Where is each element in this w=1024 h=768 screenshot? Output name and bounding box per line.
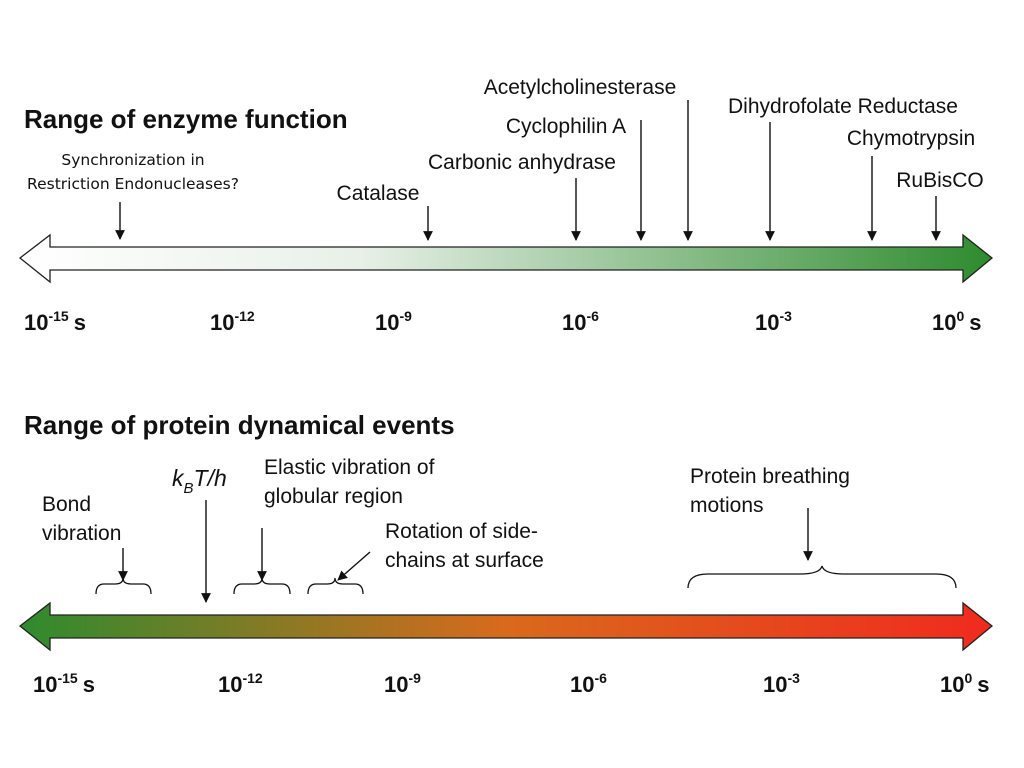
- marker-label-line: Catalase: [337, 182, 420, 205]
- tick-label: 10-3: [755, 308, 792, 335]
- tick-label: 10-15 s: [24, 308, 86, 335]
- marker-acetylcholinesterase: Acetylcholinesterase: [484, 76, 693, 241]
- enzyme-markers: Synchronization in Restriction Endonucle…: [27, 76, 984, 241]
- tick-label: 10-9: [375, 308, 412, 335]
- event-brace: [307, 577, 364, 595]
- marker-chymotrypsin: Chymotrypsin: [847, 127, 975, 241]
- marker-cyclophilin-a: Cyclophilin A: [506, 115, 646, 241]
- kbt-h-label: kBT/h: [172, 465, 227, 497]
- marker-label-line: Restriction Endonucleases?: [27, 175, 239, 193]
- marker-label-line: Acetylcholinesterase: [484, 76, 677, 99]
- protein-dynamics-timescale-arrow: [18, 601, 994, 652]
- bottom-tick-labels: 10-15 s 10-12 10-9 10-6 10-3 100 s: [33, 670, 990, 697]
- tick-label: 10-3: [763, 670, 800, 697]
- enzyme-timescale-arrow: [18, 233, 994, 284]
- event-label-line: Elastic vibration of: [264, 456, 435, 479]
- marker-label-line: RuBisCO: [896, 169, 984, 192]
- event-label-line: Protein breathing: [690, 465, 850, 488]
- marker-synchronization: Synchronization in Restriction Endonucle…: [27, 151, 239, 240]
- event-brace: [687, 565, 957, 589]
- top-section-title: Range of enzyme function: [24, 104, 348, 134]
- tick-label: 100 s: [940, 670, 990, 697]
- event-bond-vibration: Bond vibration: [42, 493, 152, 595]
- tick-label: 10-6: [570, 670, 607, 697]
- marker-catalase: Catalase: [337, 182, 433, 241]
- marker-rubisco: RuBisCO: [896, 169, 984, 241]
- bottom-section-title: Range of protein dynamical events: [24, 410, 455, 440]
- tick-label: 10-9: [384, 670, 421, 697]
- tick-label: 10-6: [562, 308, 599, 335]
- event-label-line: globular region: [264, 485, 403, 508]
- event-brace: [233, 577, 291, 595]
- event-kbt-h: kBT/h: [172, 465, 227, 603]
- tick-label: 10-12: [210, 308, 255, 335]
- event-label-line: Rotation of side-: [385, 520, 538, 543]
- marker-label-line: Chymotrypsin: [847, 127, 975, 150]
- top-tick-labels: 10-15 s 10-12 10-9 10-6 10-3 100 s: [24, 308, 982, 335]
- marker-carbonic-anhydrase: Carbonic anhydrase: [428, 151, 616, 241]
- event-arrow: [337, 551, 371, 581]
- event-protein-breathing: Protein breathing motions: [687, 465, 957, 589]
- tick-label: 10-12: [218, 670, 263, 697]
- event-elastic-vibration: Elastic vibration of globular region: [233, 456, 435, 595]
- event-brace: [95, 577, 152, 595]
- event-label-line: chains at surface: [385, 549, 544, 572]
- marker-dihydrofolate-reductase: Dihydrofolate Reductase: [728, 95, 958, 241]
- event-label-line: Bond: [42, 493, 91, 516]
- event-label-line: vibration: [42, 522, 121, 545]
- tick-label: 100 s: [932, 308, 982, 335]
- marker-label-line: Carbonic anhydrase: [428, 151, 616, 174]
- dynamical-events: Bond vibration kBT/h Elastic vibration o…: [42, 456, 957, 603]
- marker-label-line: Cyclophilin A: [506, 115, 626, 138]
- event-side-chain-rotation: Rotation of side- chains at surface: [307, 520, 544, 595]
- marker-label-line: Synchronization in: [61, 151, 204, 169]
- event-label-line: motions: [690, 494, 764, 517]
- tick-label: 10-15 s: [33, 670, 95, 697]
- marker-label-line: Dihydrofolate Reductase: [728, 95, 958, 118]
